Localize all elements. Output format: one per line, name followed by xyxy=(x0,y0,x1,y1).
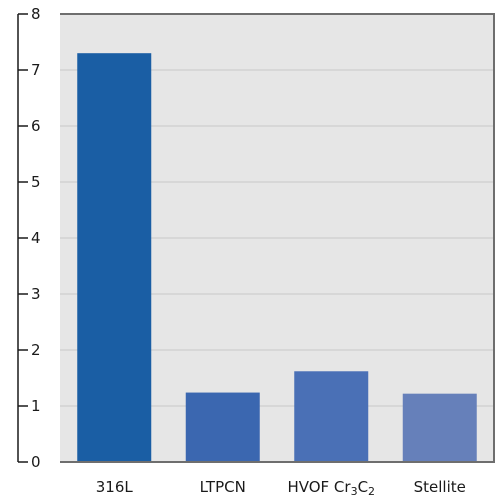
y-tick-label: 7 xyxy=(31,61,41,79)
y-tick-label: 4 xyxy=(31,229,41,247)
y-tick-label: 3 xyxy=(31,285,41,303)
plot-frame xyxy=(60,13,495,463)
x-category-label: HVOF Cr3C2 xyxy=(287,478,375,498)
bars xyxy=(77,53,477,462)
y-tick-label: 5 xyxy=(31,173,41,191)
bar-stellite xyxy=(402,393,477,462)
x-category-labels: 316L LTPCN HVOF Cr3C2 Stellite xyxy=(96,478,466,498)
y-tick-label: 0 xyxy=(31,453,41,471)
bar-316l xyxy=(77,53,152,462)
y-tick-label: 6 xyxy=(31,117,41,135)
x-category-label: Stellite xyxy=(414,478,466,496)
y-tick-label: 1 xyxy=(31,397,41,415)
x-category-label: LTPCN xyxy=(200,478,246,496)
bar-hvof-cr3c2 xyxy=(294,371,369,462)
x-category-label: 316L xyxy=(96,478,134,496)
bar-ltpcn xyxy=(185,392,260,462)
y-tick-label: 2 xyxy=(31,341,41,359)
y-ticks: 0 1 2 3 4 5 6 7 8 xyxy=(18,5,41,471)
y-tick-label: 8 xyxy=(31,5,41,23)
